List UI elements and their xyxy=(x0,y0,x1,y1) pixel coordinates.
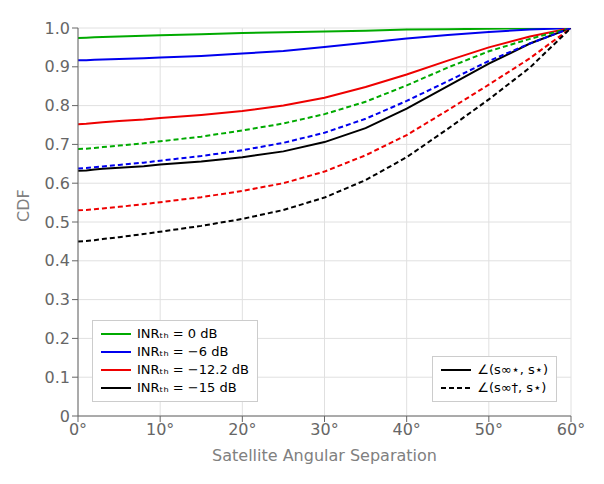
svg-text:0.7: 0.7 xyxy=(45,135,70,154)
svg-text:0.5: 0.5 xyxy=(45,213,70,232)
html-text:∠(s∞⋆, s⋆): ∠(s∞⋆, s⋆) xyxy=(477,362,548,377)
svg-text:0.2: 0.2 xyxy=(45,329,70,348)
svg-text:0°: 0° xyxy=(69,420,87,439)
html-text:INRₜₕ = −6 dB: INRₜₕ = −6 dB xyxy=(137,344,229,359)
html-text:INRₜₕ = −12.2 dB: INRₜₕ = −12.2 dB xyxy=(137,362,249,377)
svg-text:0.9: 0.9 xyxy=(45,57,70,76)
svg-text:0.4: 0.4 xyxy=(45,251,70,270)
svg-text:0.6: 0.6 xyxy=(45,174,70,193)
svg-text:0.3: 0.3 xyxy=(45,290,70,309)
svg-text:60°: 60° xyxy=(557,420,585,439)
svg-text:30°: 30° xyxy=(310,420,338,439)
svg-text:40°: 40° xyxy=(392,420,420,439)
svg-text:1.0: 1.0 xyxy=(45,19,70,38)
html-text:∠(s∞†, s⋆): ∠(s∞†, s⋆) xyxy=(477,380,547,395)
svg-text:0.8: 0.8 xyxy=(45,96,70,115)
html-text:INRₜₕ = 0 dB: INRₜₕ = 0 dB xyxy=(137,326,218,341)
svg-text:10°: 10° xyxy=(146,420,174,439)
html-text:INRₜₕ = −15 dB: INRₜₕ = −15 dB xyxy=(137,380,237,395)
svg-text:0.1: 0.1 xyxy=(45,368,70,387)
svg-text:Satellite Angular Separation: Satellite Angular Separation xyxy=(212,446,437,465)
svg-text:20°: 20° xyxy=(228,420,256,439)
svg-text:0: 0 xyxy=(60,407,70,426)
svg-text:CDF: CDF xyxy=(14,189,33,222)
svg-text:50°: 50° xyxy=(475,420,503,439)
